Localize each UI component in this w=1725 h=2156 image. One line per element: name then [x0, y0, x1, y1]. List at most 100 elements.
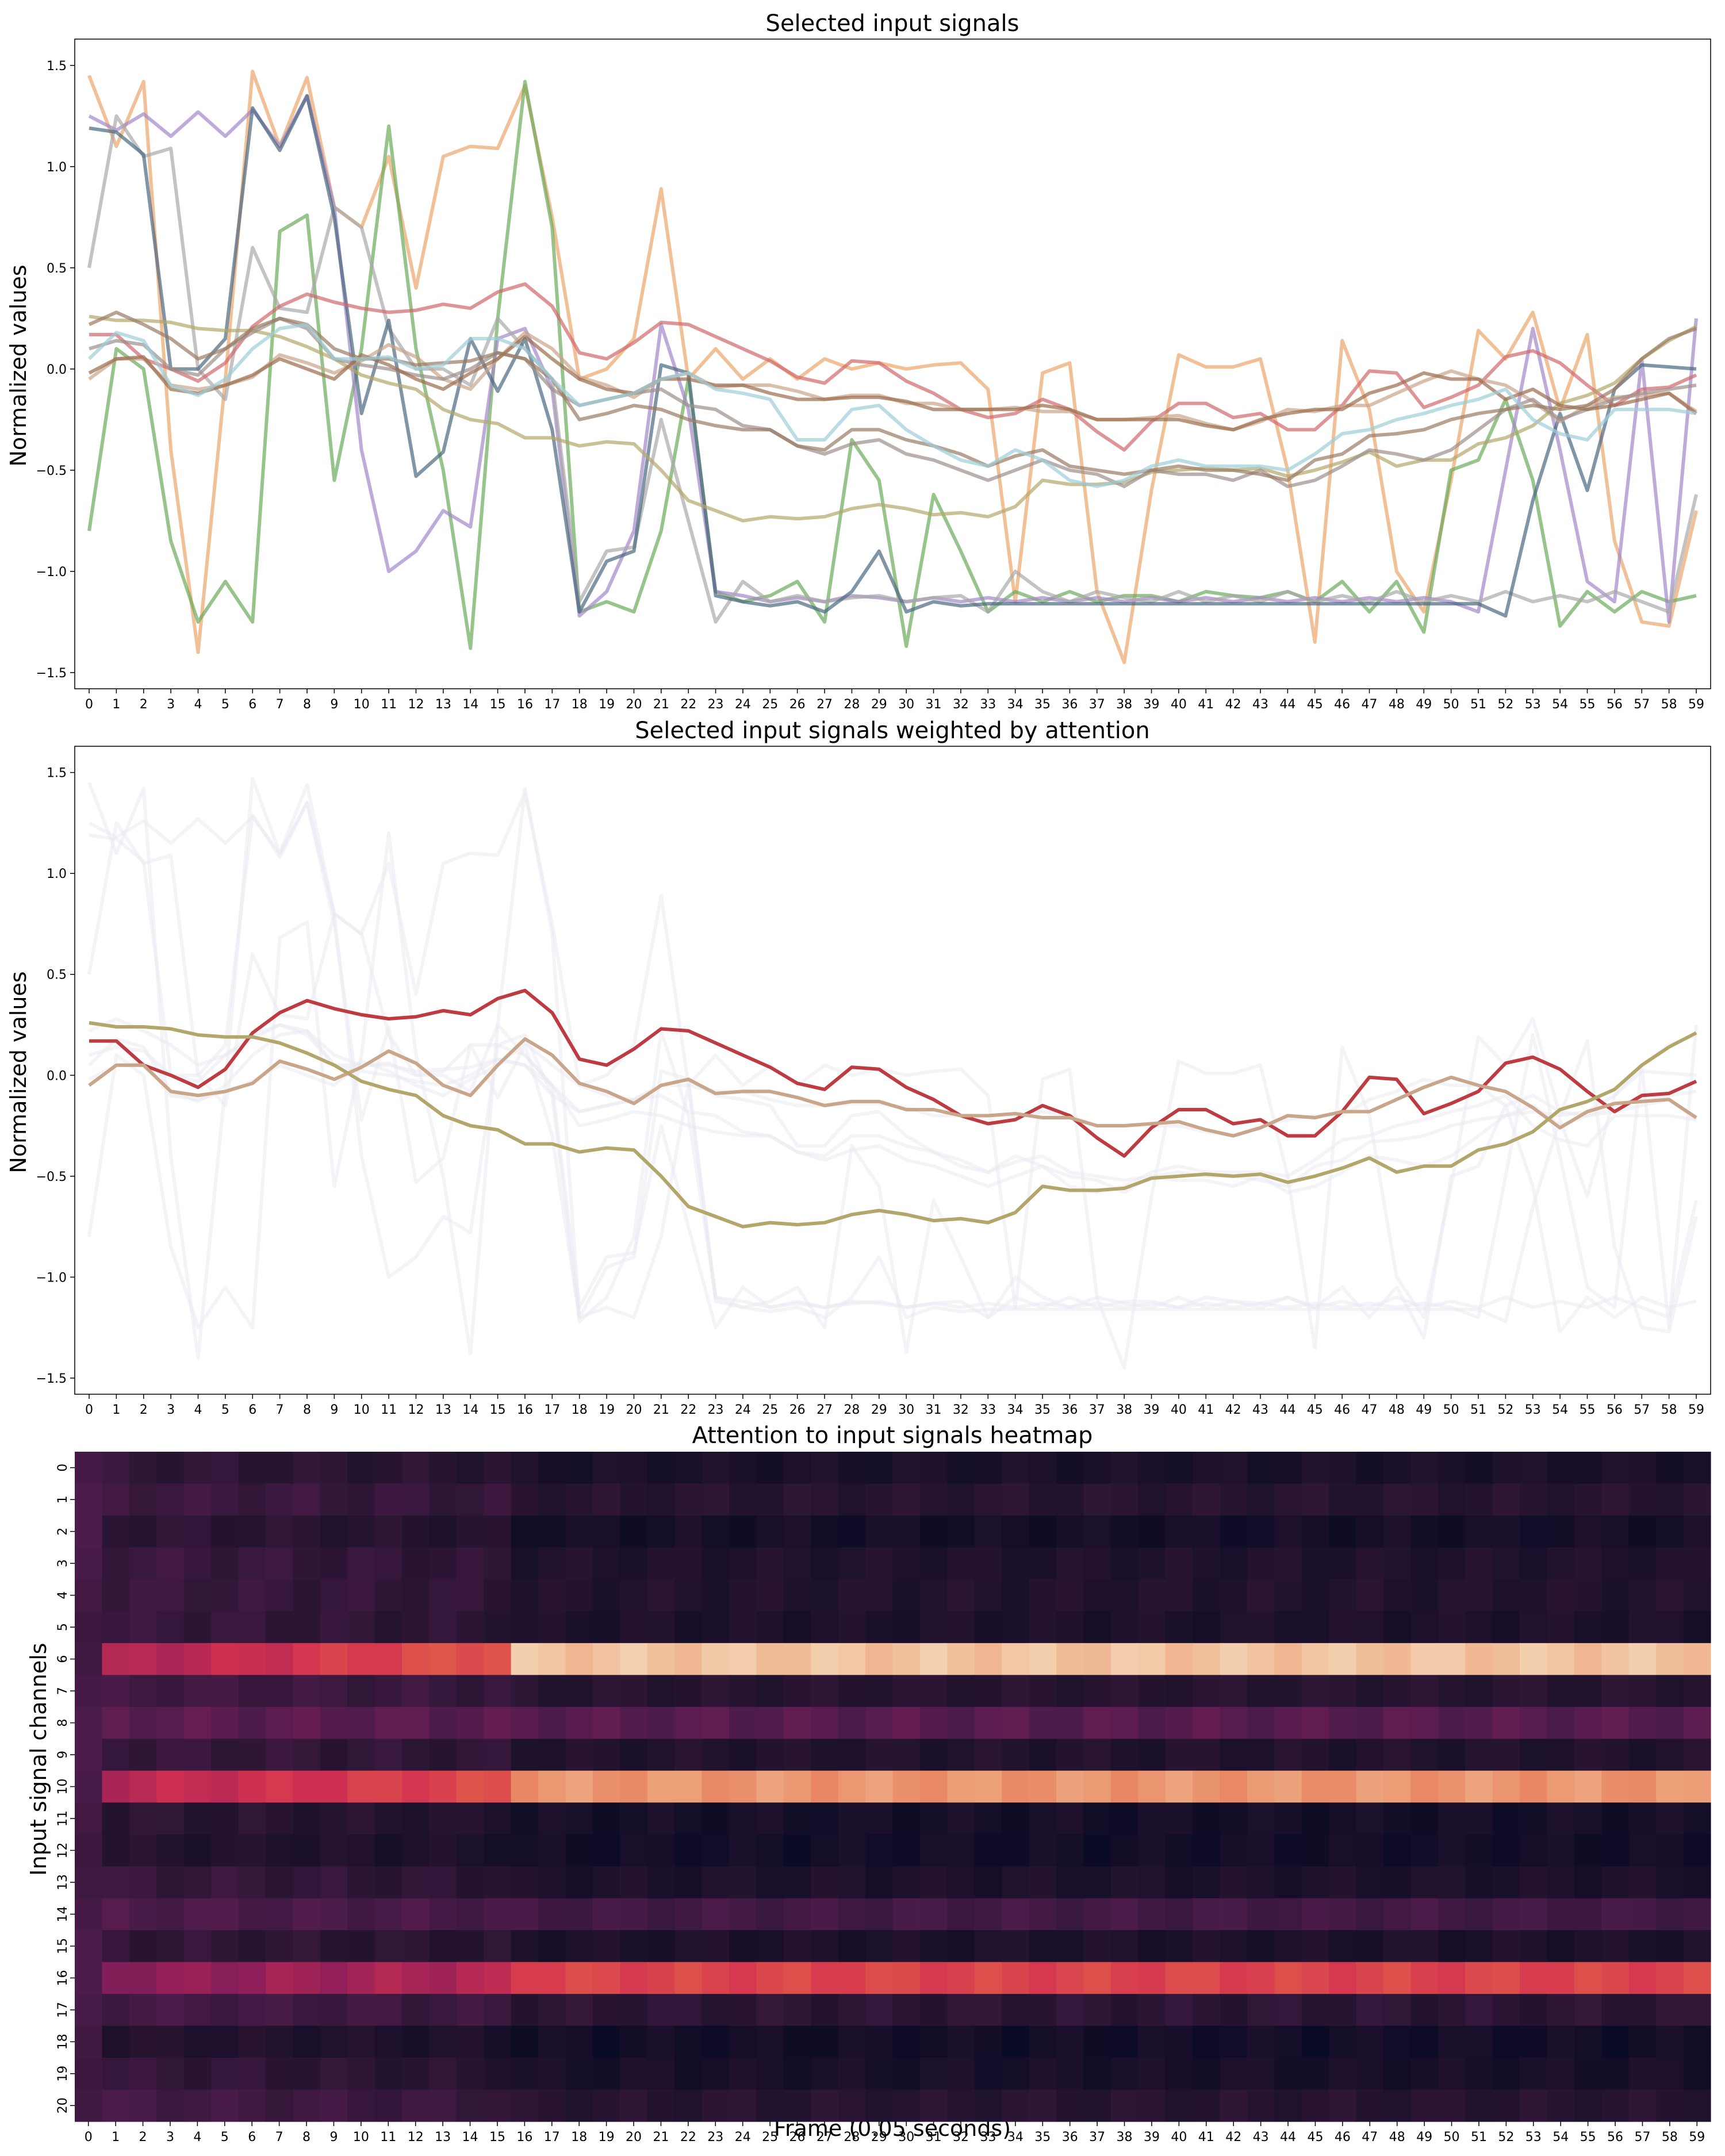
mid-xtick-label: 26: [789, 1403, 806, 1417]
heatmap-cell: [1193, 1483, 1221, 1516]
heatmap-cell: [456, 1898, 484, 1931]
heatmap-cell: [211, 1739, 239, 1771]
panel-mid-frame: [74, 746, 1711, 1395]
heatmap-cell: [1056, 1483, 1084, 1516]
heatmap-cell: [183, 1675, 212, 1708]
mid-xtick-label: 18: [572, 1403, 588, 1417]
top-xtick-label: 57: [1634, 697, 1650, 712]
heat-xtick-label: 21: [653, 2130, 669, 2145]
heatmap-cell: [1574, 1994, 1602, 2027]
heatmap-cell: [1002, 1834, 1030, 1867]
heatmap-cell: [402, 1962, 430, 1994]
heatmap-cell: [511, 1994, 539, 2027]
heatmap-cell: [811, 1898, 839, 1931]
heatmap-cell: [1083, 1579, 1111, 1612]
heatmap-cell: [1002, 2058, 1030, 2090]
heatmap-cell: [674, 2025, 703, 2058]
heatmap-cell: [974, 1611, 1002, 1644]
heatmap-cell: [620, 2089, 648, 2122]
heatmap-cell: [320, 2058, 348, 2090]
heatmap-cell: [1002, 1547, 1030, 1580]
heatmap-cell: [1056, 1547, 1084, 1580]
heatmap-cell: [974, 1962, 1002, 1994]
heatmap-cell: [592, 1483, 620, 1516]
heatmap-cell: [156, 1483, 185, 1516]
heatmap-cell: [783, 1643, 811, 1675]
heat-xtick-label: 2: [139, 2130, 147, 2145]
heatmap-cell: [102, 1898, 130, 1931]
heatmap-cell: [238, 1706, 266, 1739]
heatmap-cell: [947, 1611, 975, 1644]
heatmap-cell: [238, 1898, 266, 1931]
heatmap-cell: [1029, 1515, 1057, 1548]
top-xtick-label: 3: [167, 697, 175, 712]
heatmap-cell: [783, 1770, 811, 1803]
heatmap-cell: [647, 1994, 675, 2027]
heatmap-cell: [620, 1515, 648, 1548]
heatmap-cell: [1056, 1930, 1084, 1963]
mid-xtick-label: 4: [194, 1403, 202, 1417]
heatmap-cell: [838, 1611, 866, 1644]
heatmap-cell: [1520, 1452, 1548, 1484]
heatmap-cell: [238, 1770, 266, 1803]
heatmap-cell: [974, 2089, 1002, 2122]
heatmap-cell: [974, 2058, 1002, 2090]
top-series-line: [89, 94, 1697, 618]
heatmap-cell: [1574, 1930, 1602, 1963]
heatmap-cell: [1193, 1452, 1221, 1484]
heatmap-cell: [1329, 1866, 1357, 1899]
heatmap-cell: [347, 1643, 375, 1675]
heatmap-cell: [75, 1579, 103, 1612]
heatmap-cell: [211, 1994, 239, 2027]
panel-top: Selected input signals Normalized values…: [6, 10, 1711, 712]
heatmap-cell: [1029, 1994, 1057, 2027]
mid-xtick-label: 35: [1034, 1403, 1051, 1417]
heatmap-cell: [183, 1579, 212, 1612]
heatmap-cell: [1465, 1802, 1493, 1835]
heatmap-cell: [1274, 1706, 1302, 1739]
mid-ytick-label: 0.0: [47, 1069, 67, 1083]
heatmap-cell: [811, 1739, 839, 1771]
heatmap-cell: [1329, 1739, 1357, 1771]
heatmap-cell: [1492, 1930, 1520, 1963]
heatmap-cell: [429, 1515, 457, 1548]
mid-xtick-label: 8: [303, 1403, 311, 1417]
heatmap-cell: [429, 1994, 457, 2027]
heatmap-cell: [811, 2058, 839, 2090]
heatmap-cell: [892, 1515, 921, 1548]
heatmap-cell: [1683, 1611, 1711, 1644]
heatmap-cell: [1301, 1452, 1329, 1484]
heatmap-cell: [620, 2058, 648, 2090]
heatmap-cell: [484, 1483, 512, 1516]
heatmap-cell: [1628, 1962, 1657, 1994]
heat-xtick-label: 25: [762, 2130, 778, 2145]
heatmap-cell: [183, 1739, 212, 1771]
heatmap-cell: [620, 1675, 648, 1708]
heatmap-cell: [783, 1611, 811, 1644]
top-ytick-label: 1.0: [47, 160, 67, 175]
top-ytick-label: 0.5: [47, 262, 67, 276]
top-xtick-label: 11: [381, 697, 397, 712]
heatmap-cell: [1683, 2058, 1711, 2090]
heatmap-cell: [1601, 1930, 1630, 1963]
heatmap-cell: [1193, 1834, 1221, 1867]
heatmap-cell: [402, 1770, 430, 1803]
top-ytick-label: −0.5: [36, 464, 67, 478]
heatmap-cell: [919, 1930, 948, 1963]
heatmap-cell: [1410, 1706, 1439, 1739]
mid-xtick-label: 12: [408, 1403, 424, 1417]
heatmap-cell: [1329, 1802, 1357, 1835]
heatmap-cell: [1492, 1834, 1520, 1867]
heatmap-cell: [1220, 1706, 1248, 1739]
heatmap-cell: [1410, 1994, 1439, 2027]
heatmap-cell: [1683, 1994, 1711, 2027]
heatmap-cell: [1465, 1962, 1493, 1994]
heatmap-cell: [783, 2025, 811, 2058]
heatmap-cell: [484, 1802, 512, 1835]
heatmap-cell: [1438, 1994, 1466, 2027]
heatmap-cell: [1601, 1547, 1630, 1580]
heatmap-cell: [1356, 1452, 1384, 1484]
heatmap-cell: [647, 1739, 675, 1771]
heatmap-cell: [1193, 1675, 1221, 1708]
top-xtick-label: 40: [1171, 697, 1187, 712]
